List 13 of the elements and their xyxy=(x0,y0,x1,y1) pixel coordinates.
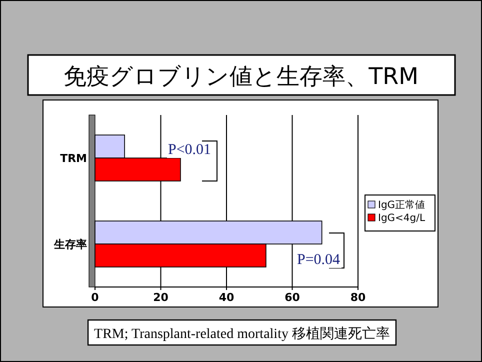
y-tick-label: TRM xyxy=(60,152,87,165)
annotation: P<0.01 xyxy=(168,142,212,158)
x-tick-label: 80 xyxy=(350,291,366,304)
chart-title: 免疫グロブリン値と生存率、TRM xyxy=(64,64,418,90)
legend-label: IgG<4g/L xyxy=(378,213,426,224)
annotation: P=0.04 xyxy=(297,252,341,268)
legend-label: IgG正常値 xyxy=(378,199,426,211)
x-tick-label: 60 xyxy=(284,291,300,304)
x-tick-label: 20 xyxy=(153,291,169,304)
text: TRM; Transplant-related mortality 移植関連死亡率 xyxy=(94,326,390,342)
y-tick-label: 生存率 xyxy=(53,238,87,251)
x-tick-label: 40 xyxy=(218,291,234,304)
x-tick-label: 0 xyxy=(91,291,100,304)
